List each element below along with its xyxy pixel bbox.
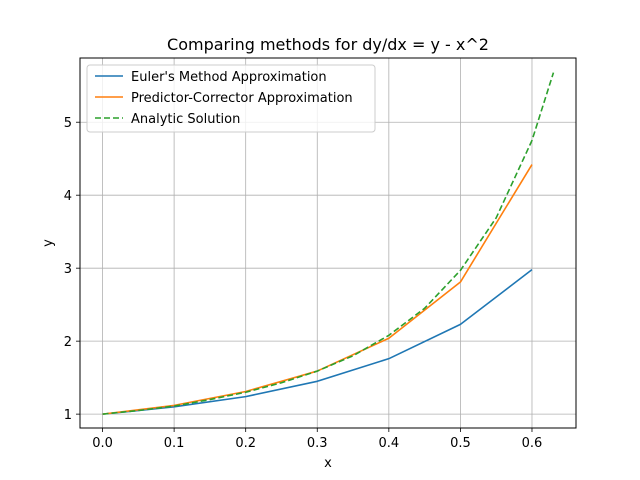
series-line-analytic [102,72,555,415]
tick-layer: 0.0 0.1 0.2 0.3 0.4 0.5 0.6 1 2 3 4 5 [64,116,543,451]
x-axis-label: x [324,456,332,471]
plot-frame [79,57,577,429]
y-tick-label: 4 [64,189,72,204]
legend-label-predictor-corrector: Predictor-Corrector Approximation [131,91,353,106]
y-tick-label: 5 [64,116,72,131]
series-layer [102,72,555,415]
series-line-euler [102,269,533,415]
y-axis-label: y [41,239,56,247]
chart-title: Comparing methods for dy/dx = y - x^2 [167,35,489,54]
x-tick-label: 0.0 [92,436,113,451]
x-tick-label: 0.5 [450,436,471,451]
legend-label-euler: Euler's Method Approximation [131,70,327,85]
legend: Euler's Method Approximation Predictor-C… [86,64,376,133]
x-tick-label: 0.6 [522,436,543,451]
x-tick-label: 0.1 [164,436,185,451]
x-tick-label: 0.2 [235,436,256,451]
y-tick-label: 3 [64,262,72,277]
legend-box [86,64,376,133]
y-tick-label: 2 [64,335,72,350]
legend-label-analytic: Analytic Solution [131,112,240,127]
x-tick-label: 0.4 [378,436,399,451]
x-tick-label: 0.3 [307,436,328,451]
y-tick-label: 1 [64,408,72,423]
